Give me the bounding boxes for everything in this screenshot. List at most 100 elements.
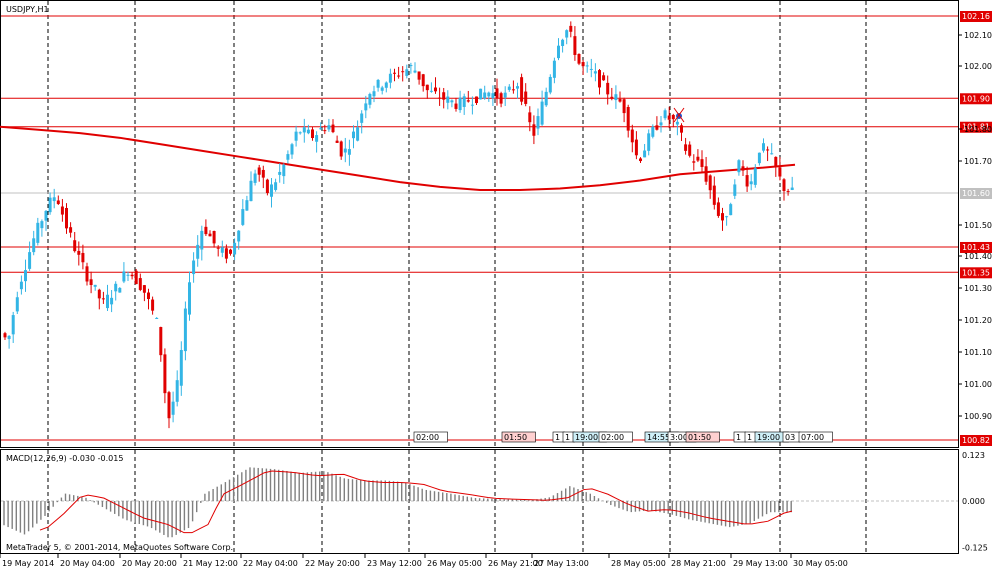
candle-body [159,327,163,356]
session-marker-label: 01:50 [688,433,711,442]
candle-body [499,93,503,104]
level-flag-label: 101.35 [962,268,990,277]
candle-body [356,127,360,141]
trade-marker-icon[interactable] [673,107,685,123]
candle-body [101,298,105,300]
candle-body [130,274,134,277]
candle-body [602,75,606,81]
level-flag-label: 101.90 [962,94,990,103]
candle-body [741,166,745,171]
candle-body [270,184,273,197]
candle-body [134,270,138,285]
copyright-text: MetaTrader 5, © 2001-2014, MetaQuotes So… [6,543,233,552]
candle-body [290,144,294,155]
candle-body [315,135,319,142]
x-tick-label: 28 May 21:00 [671,559,726,568]
candle-body [434,87,437,92]
candle-body [659,122,663,126]
candle-body [274,182,278,190]
candle-body [311,129,314,138]
candle-body [737,160,741,173]
candle-body [319,128,323,130]
candle-body [204,226,208,235]
candle-body [179,350,183,386]
candle-body [52,197,56,202]
level-flag-label: 100.82 [962,436,990,445]
current-price-label: 101.60 [962,189,990,198]
candle-body [569,25,573,32]
session-marker [413,431,448,443]
candle-body [11,315,15,335]
candle-body [142,285,146,293]
candle-body [581,62,585,67]
candle-body [364,103,368,111]
candle-body [114,283,118,292]
candle-body [524,91,528,104]
candle-body [376,79,380,88]
candle-body [155,317,159,319]
candle-body [200,230,204,250]
candle-body [729,204,733,216]
candle-body [790,187,794,190]
x-tick-label: 27 May 13:00 [534,559,589,568]
candle-body [520,77,524,102]
macd-tick-label: -0.125 [962,544,988,553]
candle-body [73,240,77,252]
time-axis: 19 May 2014 20 May 04:00 20 May 20:00 21 Ma… [0,554,848,568]
session-marker [598,431,633,443]
candle-body [507,86,511,90]
horizontal-levels[interactable]: 102.16 101.90 101.81 101.43 101.35 100.82 101.… [1,11,992,446]
candle-body [470,104,474,106]
candle-body [770,153,774,155]
candle-body [536,116,540,129]
candle-body [216,247,220,249]
candle-body [782,179,786,191]
candle-body [425,84,429,91]
level-flag-label: 101.43 [962,243,990,252]
level-flag-102.16 [960,11,992,22]
candle-body [749,181,753,185]
candle-body [667,115,671,120]
session-markers[interactable]: 02:00 01:50 1 1 19:00 02:00 14:55 3:00 01:50 1 1 19… [413,431,833,443]
candle-body [692,161,696,163]
y-tick-label: 101.80 [964,125,992,134]
x-tick-label: 22 May 20:00 [305,559,360,568]
candle-body [573,36,577,55]
level-flag-101.81 [960,121,992,133]
candle-body [253,173,257,183]
candle-body [647,133,651,151]
candle-body [171,401,175,415]
candle-body [626,107,630,131]
candle-body [405,69,409,76]
candle-body [40,221,44,229]
macd-panel-frame [0,449,959,554]
x-tick-label: 30 May 05:00 [793,559,848,568]
candle-body [384,82,388,88]
candle-body [192,260,196,275]
macd-histogram: 0.123 0.000 -0.125 [1,451,988,553]
macd-tick-label: 0.123 [962,451,985,460]
level-flag-101.90 [960,93,992,105]
candle-body [286,154,290,160]
level-flag-101.43 [960,241,992,253]
session-marker [501,431,536,443]
symbol-title: USDJPY,H1 [6,5,49,14]
candle-body [220,247,224,253]
session-marker-label: 1 [555,433,560,442]
candle-body [294,131,298,141]
x-tick-label: 22 May 04:00 [243,559,298,568]
candle-body [89,279,93,286]
candle-body [335,140,339,143]
candle-body [28,252,32,269]
candle-body [466,100,470,102]
candle-body [323,130,327,132]
candle-body [774,156,778,168]
candle-body [48,197,52,213]
x-tick-label: 26 May 05:00 [427,559,482,568]
candle-body [7,335,11,339]
candle-body [589,68,593,70]
y-tick-label: 101.20 [964,316,992,325]
candle-body [278,171,282,175]
y-tick-label: 100.90 [964,412,992,421]
